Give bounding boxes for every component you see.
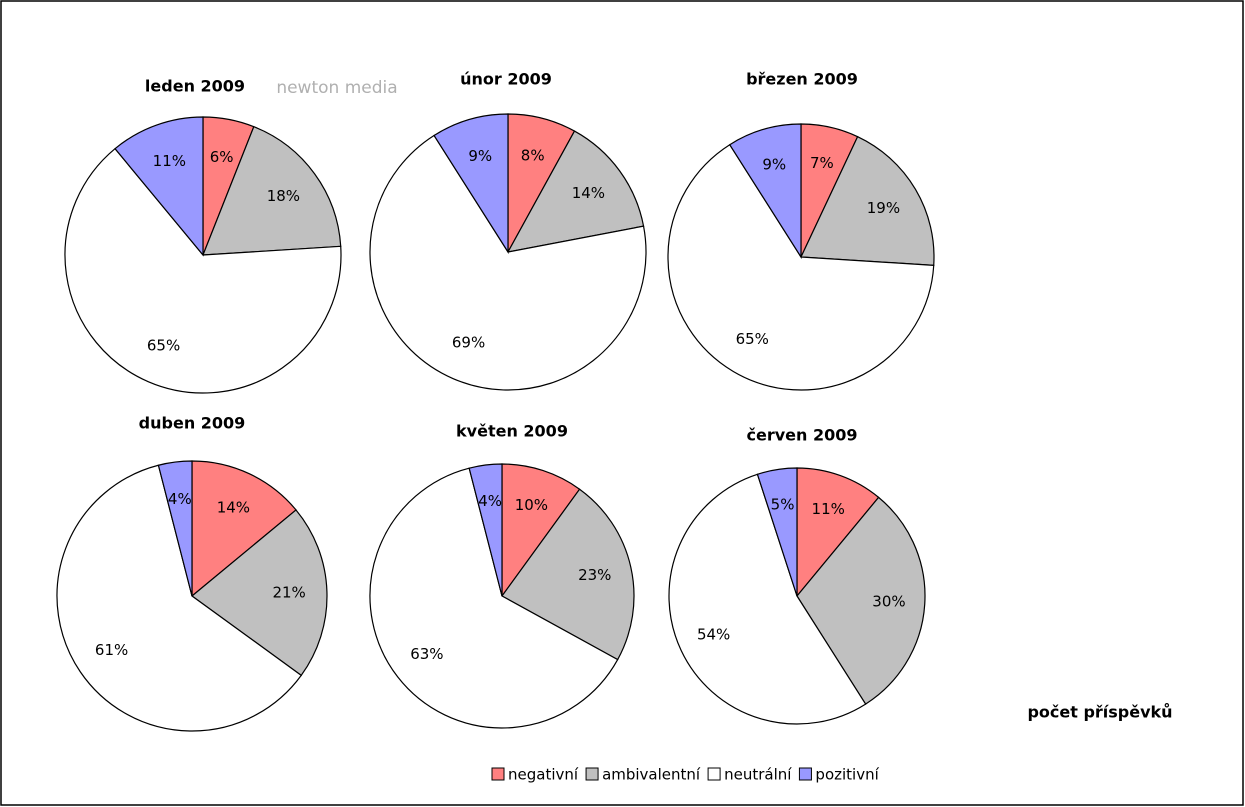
pie-slice [800, 135, 935, 266]
data-label: 19% [867, 199, 900, 217]
data-label: 21% [272, 583, 305, 601]
pie-slice [501, 463, 581, 598]
data-label: 9% [762, 156, 786, 174]
pie-slice [501, 488, 635, 661]
data-label: 14% [217, 499, 250, 517]
legend-label: negativní [508, 766, 579, 784]
legend-swatch [798, 767, 812, 781]
pie-slice [756, 467, 798, 597]
data-label: 61% [95, 641, 128, 659]
data-label: 10% [515, 496, 548, 514]
data-label: 54% [697, 626, 730, 644]
data-label: 63% [410, 645, 443, 663]
chart-title: únor 2009 [460, 70, 552, 89]
pie-slice [667, 143, 935, 391]
data-label: 5% [771, 495, 795, 513]
data-label: 4% [478, 492, 502, 510]
data-label: 30% [872, 592, 905, 610]
chart-title: červen 2009 [747, 426, 858, 445]
data-label: 11% [812, 500, 845, 518]
pie-slice [114, 116, 204, 257]
pie-slice [796, 496, 926, 705]
legend-label: neutrální [724, 766, 792, 784]
chart-title: leden 2009 [145, 77, 245, 96]
data-label: 9% [468, 147, 492, 165]
data-label: 65% [147, 337, 180, 355]
pie-slice [202, 125, 342, 256]
data-label: 11% [153, 152, 186, 170]
pie-slice [369, 467, 619, 729]
legend-swatch [707, 767, 721, 781]
pie-slice [64, 147, 342, 394]
data-label: 69% [452, 334, 485, 352]
data-label: 23% [578, 566, 611, 584]
pie-slice [157, 460, 193, 597]
chart-title: květen 2009 [456, 422, 568, 441]
pie-slice [668, 473, 867, 725]
pie-slice [191, 460, 297, 598]
pie-slice [728, 123, 802, 260]
legend-label: pozitivní [815, 766, 879, 784]
chart-title: březen 2009 [746, 70, 858, 89]
data-label: 6% [210, 148, 234, 166]
legend-swatch [585, 767, 599, 781]
data-label: 65% [736, 330, 769, 348]
data-label: 7% [810, 154, 834, 172]
legend-label: ambivalentní [602, 766, 701, 784]
legend-swatch [491, 767, 505, 781]
pie-slice [468, 463, 503, 597]
data-label: 18% [267, 187, 300, 205]
pie-slice [369, 134, 647, 391]
data-label: 14% [572, 184, 605, 202]
chart-title: duben 2009 [139, 414, 246, 433]
pie-slice [796, 467, 880, 598]
note: počet příspěvků [1027, 703, 1172, 722]
data-label: 4% [168, 490, 192, 508]
data-label: 8% [521, 146, 545, 164]
pie-slice [506, 130, 645, 253]
pie-slice [56, 464, 303, 732]
pie-slice [433, 113, 509, 255]
watermark: newton media [276, 78, 397, 98]
pie-slice [191, 509, 328, 677]
